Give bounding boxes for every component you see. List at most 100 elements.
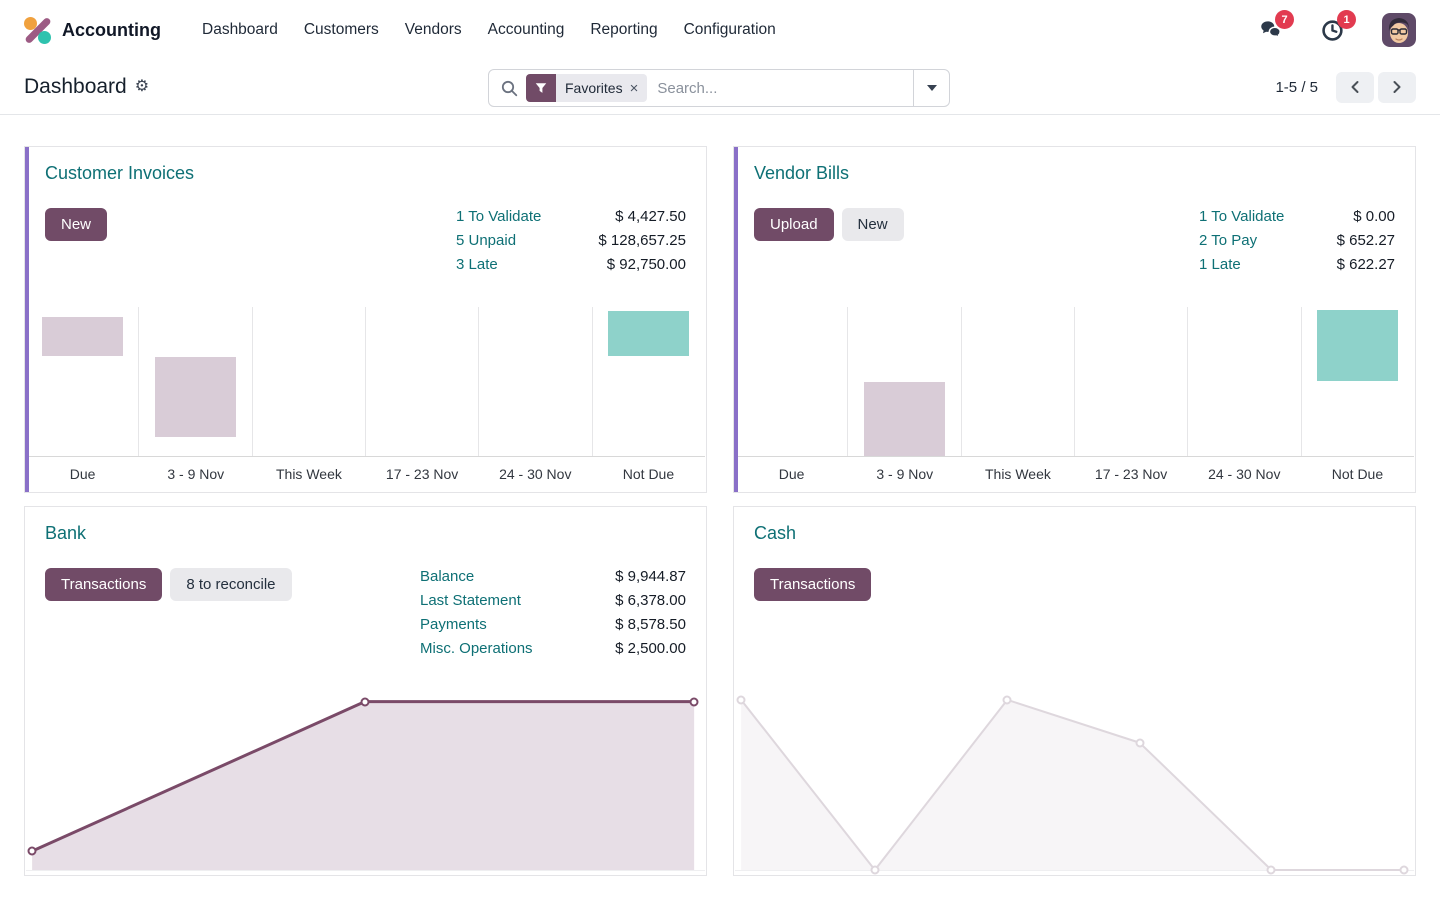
menu-item-configuration[interactable]: Configuration — [683, 21, 776, 38]
card-vendor-bills: Vendor Bills Upload New 1 To Validate $ … — [733, 146, 1416, 493]
x-axis-label: Not Due — [1331, 466, 1384, 482]
chart-point[interactable] — [736, 695, 746, 705]
chart-gridline-slot — [848, 307, 962, 456]
messages-button[interactable]: 7 — [1258, 10, 1294, 43]
chart-point[interactable] — [1399, 865, 1409, 875]
card-title-customer-invoices[interactable]: Customer Invoices — [45, 163, 195, 183]
activities-button[interactable]: 1 — [1320, 10, 1356, 43]
menu-item-reporting[interactable]: Reporting — [590, 21, 658, 38]
new-bill-button[interactable]: New — [841, 208, 904, 241]
search-options-toggle[interactable] — [913, 70, 949, 106]
stat-link-to-pay[interactable]: 2 To Pay — [1199, 232, 1258, 249]
search-input[interactable] — [647, 79, 913, 97]
accounting-app-logo-icon — [24, 16, 52, 45]
stat-link-to-validate[interactable]: 1 To Validate — [456, 208, 542, 225]
stat-link-misc-operations[interactable]: Misc. Operations — [420, 640, 533, 657]
x-axis-label: 24 - 30 Nov — [499, 466, 572, 482]
x-axis-label: 3 - 9 Nov — [876, 466, 934, 482]
chart-point[interactable] — [1266, 865, 1276, 875]
x-axis-label: Due — [778, 466, 805, 482]
user-avatar[interactable] — [1382, 13, 1416, 47]
chart-bar[interactable] — [607, 310, 690, 357]
bank-stats: Balance $ 9,944.87 Last Statement $ 6,37… — [420, 568, 686, 657]
chart-point[interactable] — [870, 865, 880, 875]
cash-chart — [735, 689, 1414, 875]
upload-bill-button[interactable]: Upload — [754, 208, 834, 241]
stat-row: Payments $ 8,578.50 — [420, 616, 686, 633]
stat-value: $ 652.27 — [1336, 232, 1395, 249]
cash-transactions-button[interactable]: Transactions — [754, 568, 872, 601]
chart-bar[interactable] — [41, 317, 124, 357]
stat-row: Balance $ 9,944.87 — [420, 568, 686, 585]
chart-gridline-slot — [1075, 307, 1189, 456]
new-invoice-button[interactable]: New — [45, 208, 108, 241]
customer-invoices-chart: Due 3 - 9 Nov This Week 17 - 23 Nov 24 - 30 … — [26, 307, 705, 492]
search-icon — [501, 80, 518, 97]
main-menu: Dashboard Customers Vendors Accounting R… — [189, 13, 789, 47]
messages-icon — [1258, 21, 1284, 47]
page-title[interactable]: Dashboard — [24, 75, 127, 98]
top-navbar: Accounting Dashboard Customers Vendors A… — [0, 0, 1440, 60]
caret-down-icon — [926, 85, 937, 91]
chart-point[interactable] — [1135, 738, 1145, 748]
chart-bar[interactable] — [155, 356, 237, 437]
menu-item-customers[interactable]: Customers — [303, 21, 379, 38]
menu-item-accounting[interactable]: Accounting — [487, 21, 565, 38]
chart-point[interactable] — [360, 697, 370, 707]
stat-link-unpaid[interactable]: 5 Unpaid — [456, 232, 517, 249]
x-axis-label: 3 - 9 Nov — [167, 466, 225, 482]
chart-gridline-slot — [253, 307, 366, 456]
x-axis-label: Not Due — [622, 466, 675, 482]
card-bank: Bank Transactions 8 to reconcile Balance… — [24, 506, 707, 876]
x-axis-label: This Week — [275, 466, 342, 482]
stat-row: 5 Unpaid $ 128,657.25 — [456, 232, 686, 249]
stat-link-balance[interactable]: Balance — [420, 568, 475, 585]
stat-value: $ 128,657.25 — [598, 232, 686, 249]
stat-link-late[interactable]: 3 Late — [456, 256, 498, 273]
chart-gridline-slot — [139, 307, 253, 456]
chart-gridline-slot — [26, 307, 140, 456]
stat-row: 1 Late $ 622.27 — [1199, 256, 1395, 273]
search-bar[interactable]: Favorites × — [488, 69, 950, 107]
stat-link-last-statement[interactable]: Last Statement — [420, 592, 521, 609]
stat-value: $ 622.27 — [1336, 256, 1395, 273]
control-panel: Dashboard ⚙ Favorites × 1-5 / 5 — [0, 60, 1440, 115]
chart-gridline-slot — [1188, 307, 1302, 456]
stat-row: 1 To Validate $ 4,427.50 — [456, 208, 686, 225]
stat-link-payments[interactable]: Payments — [420, 616, 487, 633]
x-axis-label: This Week — [984, 466, 1051, 482]
bank-transactions-button[interactable]: Transactions — [45, 568, 163, 601]
gear-icon[interactable]: ⚙ — [134, 78, 150, 95]
card-title-bank[interactable]: Bank — [45, 523, 87, 543]
menu-item-dashboard[interactable]: Dashboard — [202, 21, 278, 38]
stat-link-to-validate[interactable]: 1 To Validate — [1199, 208, 1285, 225]
menu-item-vendors[interactable]: Vendors — [404, 21, 462, 38]
chart-point[interactable] — [689, 697, 699, 707]
x-axis-label: 17 - 23 Nov — [385, 466, 459, 482]
chart-bar[interactable] — [1316, 309, 1399, 381]
stat-link-late[interactable]: 1 Late — [1199, 256, 1241, 273]
facet-remove-icon[interactable]: × — [629, 79, 639, 97]
stat-row: 1 To Validate $ 0.00 — [1199, 208, 1395, 225]
bank-reconcile-button[interactable]: 8 to reconcile — [170, 568, 292, 601]
stat-value: $ 9,944.87 — [615, 568, 686, 585]
stat-row: 2 To Pay $ 652.27 — [1199, 232, 1395, 249]
stat-value: $ 0.00 — [1353, 208, 1395, 225]
chart-point[interactable] — [1002, 695, 1012, 705]
chart-bar[interactable] — [864, 381, 946, 456]
app-switcher[interactable]: Accounting — [24, 16, 161, 45]
chart-gridline-slot — [735, 307, 849, 456]
bank-chart — [26, 689, 705, 871]
chart-point[interactable] — [27, 846, 37, 856]
pager-counter: 1-5 / 5 — [1275, 78, 1318, 96]
pager-previous-button[interactable] — [1336, 71, 1374, 103]
card-title-vendor-bills[interactable]: Vendor Bills — [754, 163, 850, 183]
card-title-cash[interactable]: Cash — [754, 523, 797, 543]
vendor-bills-chart: Due 3 - 9 Nov This Week 17 - 23 Nov 24 - 30 … — [735, 307, 1414, 492]
chevron-right-icon — [1393, 81, 1401, 93]
chevron-left-icon — [1351, 81, 1359, 93]
x-axis-label: 17 - 23 Nov — [1094, 466, 1168, 482]
pager-next-button[interactable] — [1378, 71, 1416, 103]
activities-clock-icon — [1320, 20, 1346, 47]
search-facet-favorites: Favorites × — [526, 74, 648, 102]
